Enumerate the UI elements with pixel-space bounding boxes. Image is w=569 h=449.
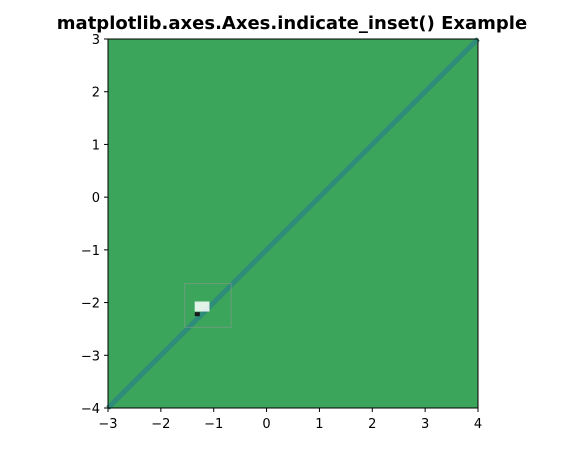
x-tick-label: −3 [98, 417, 117, 432]
x-tick-label: −2 [151, 417, 170, 432]
y-tick-label: 0 [92, 191, 100, 206]
y-tick-label: −1 [81, 244, 100, 259]
x-tick-label: 3 [421, 417, 429, 432]
inset-marker [194, 312, 200, 317]
y-tick-label: 3 [92, 33, 100, 48]
y-tick-label: −4 [81, 402, 100, 417]
y-tick-label: 1 [92, 138, 100, 153]
inset-indicator [184, 283, 232, 328]
y-tick-label: −2 [81, 297, 100, 312]
chart-title: matplotlib.axes.Axes.indicate_inset() Ex… [57, 13, 527, 34]
axes-frame [107, 38, 479, 409]
plot-area [106, 37, 480, 410]
x-tick-label: 2 [368, 417, 376, 432]
inset-detail [194, 301, 210, 312]
y-axis: −4 −3 −2 −1 0 1 2 3 [81, 33, 108, 417]
x-tick-label: 4 [474, 417, 482, 432]
y-tick-label: 2 [92, 86, 100, 101]
x-axis: −3 −2 −1 0 1 2 3 4 [98, 408, 482, 432]
x-tick-label: 1 [315, 417, 323, 432]
x-tick-label: −1 [204, 417, 223, 432]
y-tick-label: −3 [81, 349, 100, 364]
diagonal-band [106, 37, 480, 410]
x-tick-label: 0 [262, 417, 270, 432]
